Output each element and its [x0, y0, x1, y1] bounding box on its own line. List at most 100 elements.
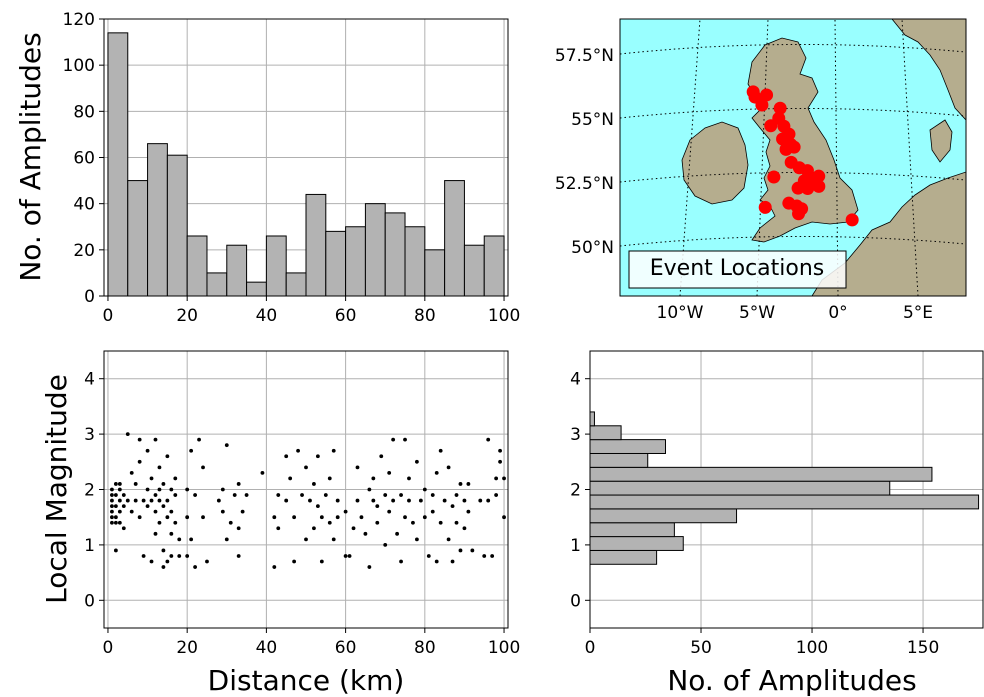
- data-point: [129, 470, 134, 475]
- data-point: [149, 476, 154, 481]
- data-point: [430, 493, 435, 497]
- data-point: [355, 498, 360, 503]
- magnitude-histogram-panel: 0 50 100 150 0 1 2 3 4 No. of Amplitudes: [570, 350, 984, 697]
- data-point: [121, 504, 126, 509]
- data-point: [399, 493, 403, 497]
- longitude-tick-label: 5°E: [903, 303, 933, 323]
- data-point: [169, 554, 174, 558]
- x-tick-label: 150: [907, 638, 939, 658]
- histogram-bar: [463, 244, 485, 297]
- data-point: [379, 454, 384, 459]
- magnitude-distance-ticks: 0 20 40 60 80 100 0 1 2 3 4: [84, 370, 520, 658]
- histogram-bar: [589, 522, 675, 538]
- magnitude-distance-points: [110, 432, 506, 569]
- x-tick-label: 40: [256, 638, 278, 658]
- y-tick-label: 4: [570, 370, 581, 390]
- data-point: [153, 531, 158, 536]
- data-point: [161, 548, 166, 553]
- data-point: [438, 448, 443, 453]
- data-point: [113, 504, 118, 509]
- data-point: [169, 509, 174, 514]
- event-marker: [767, 170, 781, 184]
- data-point: [110, 520, 114, 525]
- longitude-tick-label: 5°W: [739, 303, 775, 323]
- histogram-bar: [325, 230, 347, 297]
- event-marker: [791, 181, 805, 195]
- x-tick-label: 0: [103, 638, 114, 658]
- data-point: [110, 498, 114, 503]
- data-point: [371, 476, 376, 481]
- histogram-bar: [589, 536, 684, 551]
- distance-histogram-bars: [107, 32, 505, 297]
- data-point: [292, 515, 297, 520]
- data-point: [220, 487, 225, 492]
- data-point: [312, 526, 316, 531]
- data-point: [434, 559, 439, 564]
- data-point: [367, 487, 372, 492]
- histogram-bar: [589, 439, 666, 454]
- data-point: [137, 437, 142, 442]
- event-marker: [758, 200, 772, 214]
- data-point: [117, 520, 122, 525]
- y-tick-label: 1: [570, 536, 581, 556]
- data-point: [367, 565, 372, 569]
- x-tick-label: 20: [176, 306, 198, 326]
- histogram-bar: [226, 244, 248, 297]
- data-point: [335, 515, 340, 520]
- data-point: [359, 515, 364, 520]
- histogram-bar: [483, 235, 505, 297]
- x-tick-label: 40: [256, 306, 278, 326]
- data-point: [502, 476, 506, 481]
- data-point: [478, 498, 483, 503]
- data-point: [462, 498, 467, 503]
- data-point: [161, 565, 166, 569]
- data-point: [117, 509, 122, 514]
- event-marker: [787, 140, 801, 154]
- event-marker: [801, 182, 815, 196]
- data-point: [113, 548, 118, 553]
- data-point: [236, 482, 241, 486]
- data-point: [236, 554, 241, 558]
- data-point: [284, 498, 289, 503]
- data-point: [189, 448, 194, 453]
- data-point: [446, 537, 451, 542]
- data-point: [430, 509, 435, 514]
- histogram-bar: [285, 272, 307, 297]
- data-point: [335, 498, 340, 503]
- histogram-bar: [305, 193, 327, 297]
- data-point: [323, 493, 328, 497]
- x-tick-label: 100: [488, 306, 520, 326]
- histogram-bar: [589, 466, 933, 482]
- magnitude-distance-panel: 0 20 40 60 80 100 0 1 2 3 4 Distance (km) Local Ma…: [40, 350, 520, 697]
- data-point: [319, 515, 324, 520]
- data-point: [399, 559, 403, 564]
- event-marker: [764, 119, 778, 133]
- data-point: [197, 437, 201, 442]
- scandinavia-land: [891, 19, 966, 121]
- data-point: [169, 487, 174, 492]
- event-marker: [760, 88, 774, 102]
- data-point: [315, 504, 320, 509]
- data-point: [331, 537, 336, 542]
- x-tick-label: 0: [585, 638, 596, 658]
- data-point: [149, 498, 154, 503]
- data-point: [482, 554, 487, 558]
- data-point: [113, 482, 118, 486]
- data-point: [371, 498, 376, 503]
- data-point: [391, 437, 396, 442]
- data-point: [149, 559, 154, 564]
- data-point: [411, 520, 415, 525]
- x-tick-label: 60: [335, 306, 357, 326]
- data-point: [201, 465, 205, 470]
- data-point: [161, 504, 166, 509]
- data-point: [308, 498, 312, 503]
- data-point: [502, 515, 506, 520]
- data-point: [454, 493, 459, 497]
- latitude-tick-label: 52.5°N: [555, 174, 614, 194]
- data-point: [244, 493, 249, 497]
- data-point: [304, 537, 308, 542]
- data-point: [418, 498, 423, 503]
- data-point: [153, 493, 158, 497]
- histogram-bar: [246, 281, 267, 297]
